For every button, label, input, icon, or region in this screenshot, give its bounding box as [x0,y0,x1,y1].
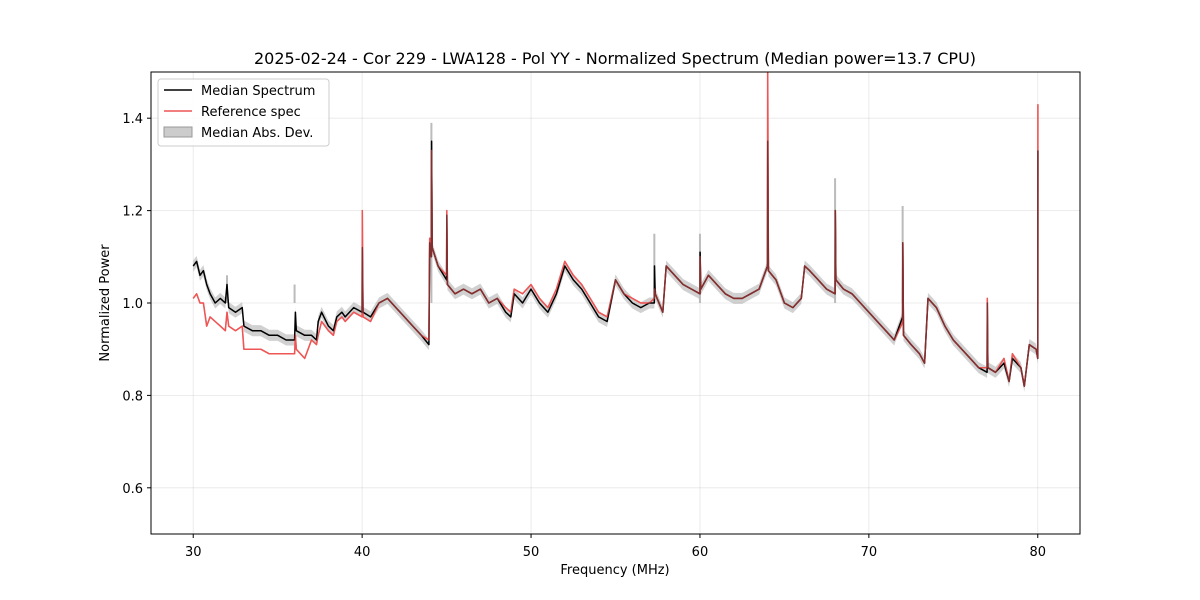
legend-patch-mad [163,126,193,138]
reference-spec-overlay [192,72,1039,387]
y-tick-label: 0.6 [122,482,143,497]
grid-lines [151,72,1080,534]
x-tick-label: 50 [523,545,540,560]
y-tick-label: 1.4 [122,112,143,127]
x-axis-ticks: 30 40 50 60 70 80 [185,534,1046,560]
y-axis-ticks: 0.6 0.8 1.0 1.2 1.4 [122,112,151,497]
legend-label-median: Median Spectrum [201,84,315,99]
x-tick-label: 30 [185,545,202,560]
y-tick-label: 1.2 [122,205,143,220]
legend-box [157,78,330,147]
legend: Median Spectrum Reference spec Median Ab… [157,78,330,147]
chart-title: 2025-02-24 - Cor 229 - LWA128 - Pol YY -… [254,49,976,68]
y-tick-label: 1.0 [122,297,143,312]
x-tick-label: 60 [692,545,709,560]
x-tick-label: 80 [1029,545,1046,560]
y-tick-label: 0.8 [122,389,143,404]
x-tick-label: 40 [354,545,371,560]
series-layer [192,72,1039,387]
legend-label-reference: Reference spec [201,105,301,120]
x-tick-label: 70 [861,545,878,560]
x-axis-title: Frequency (MHz) [560,563,669,578]
y-axis-title: Normalized Power [98,244,113,362]
legend-label-mad: Median Abs. Dev. [201,126,313,141]
